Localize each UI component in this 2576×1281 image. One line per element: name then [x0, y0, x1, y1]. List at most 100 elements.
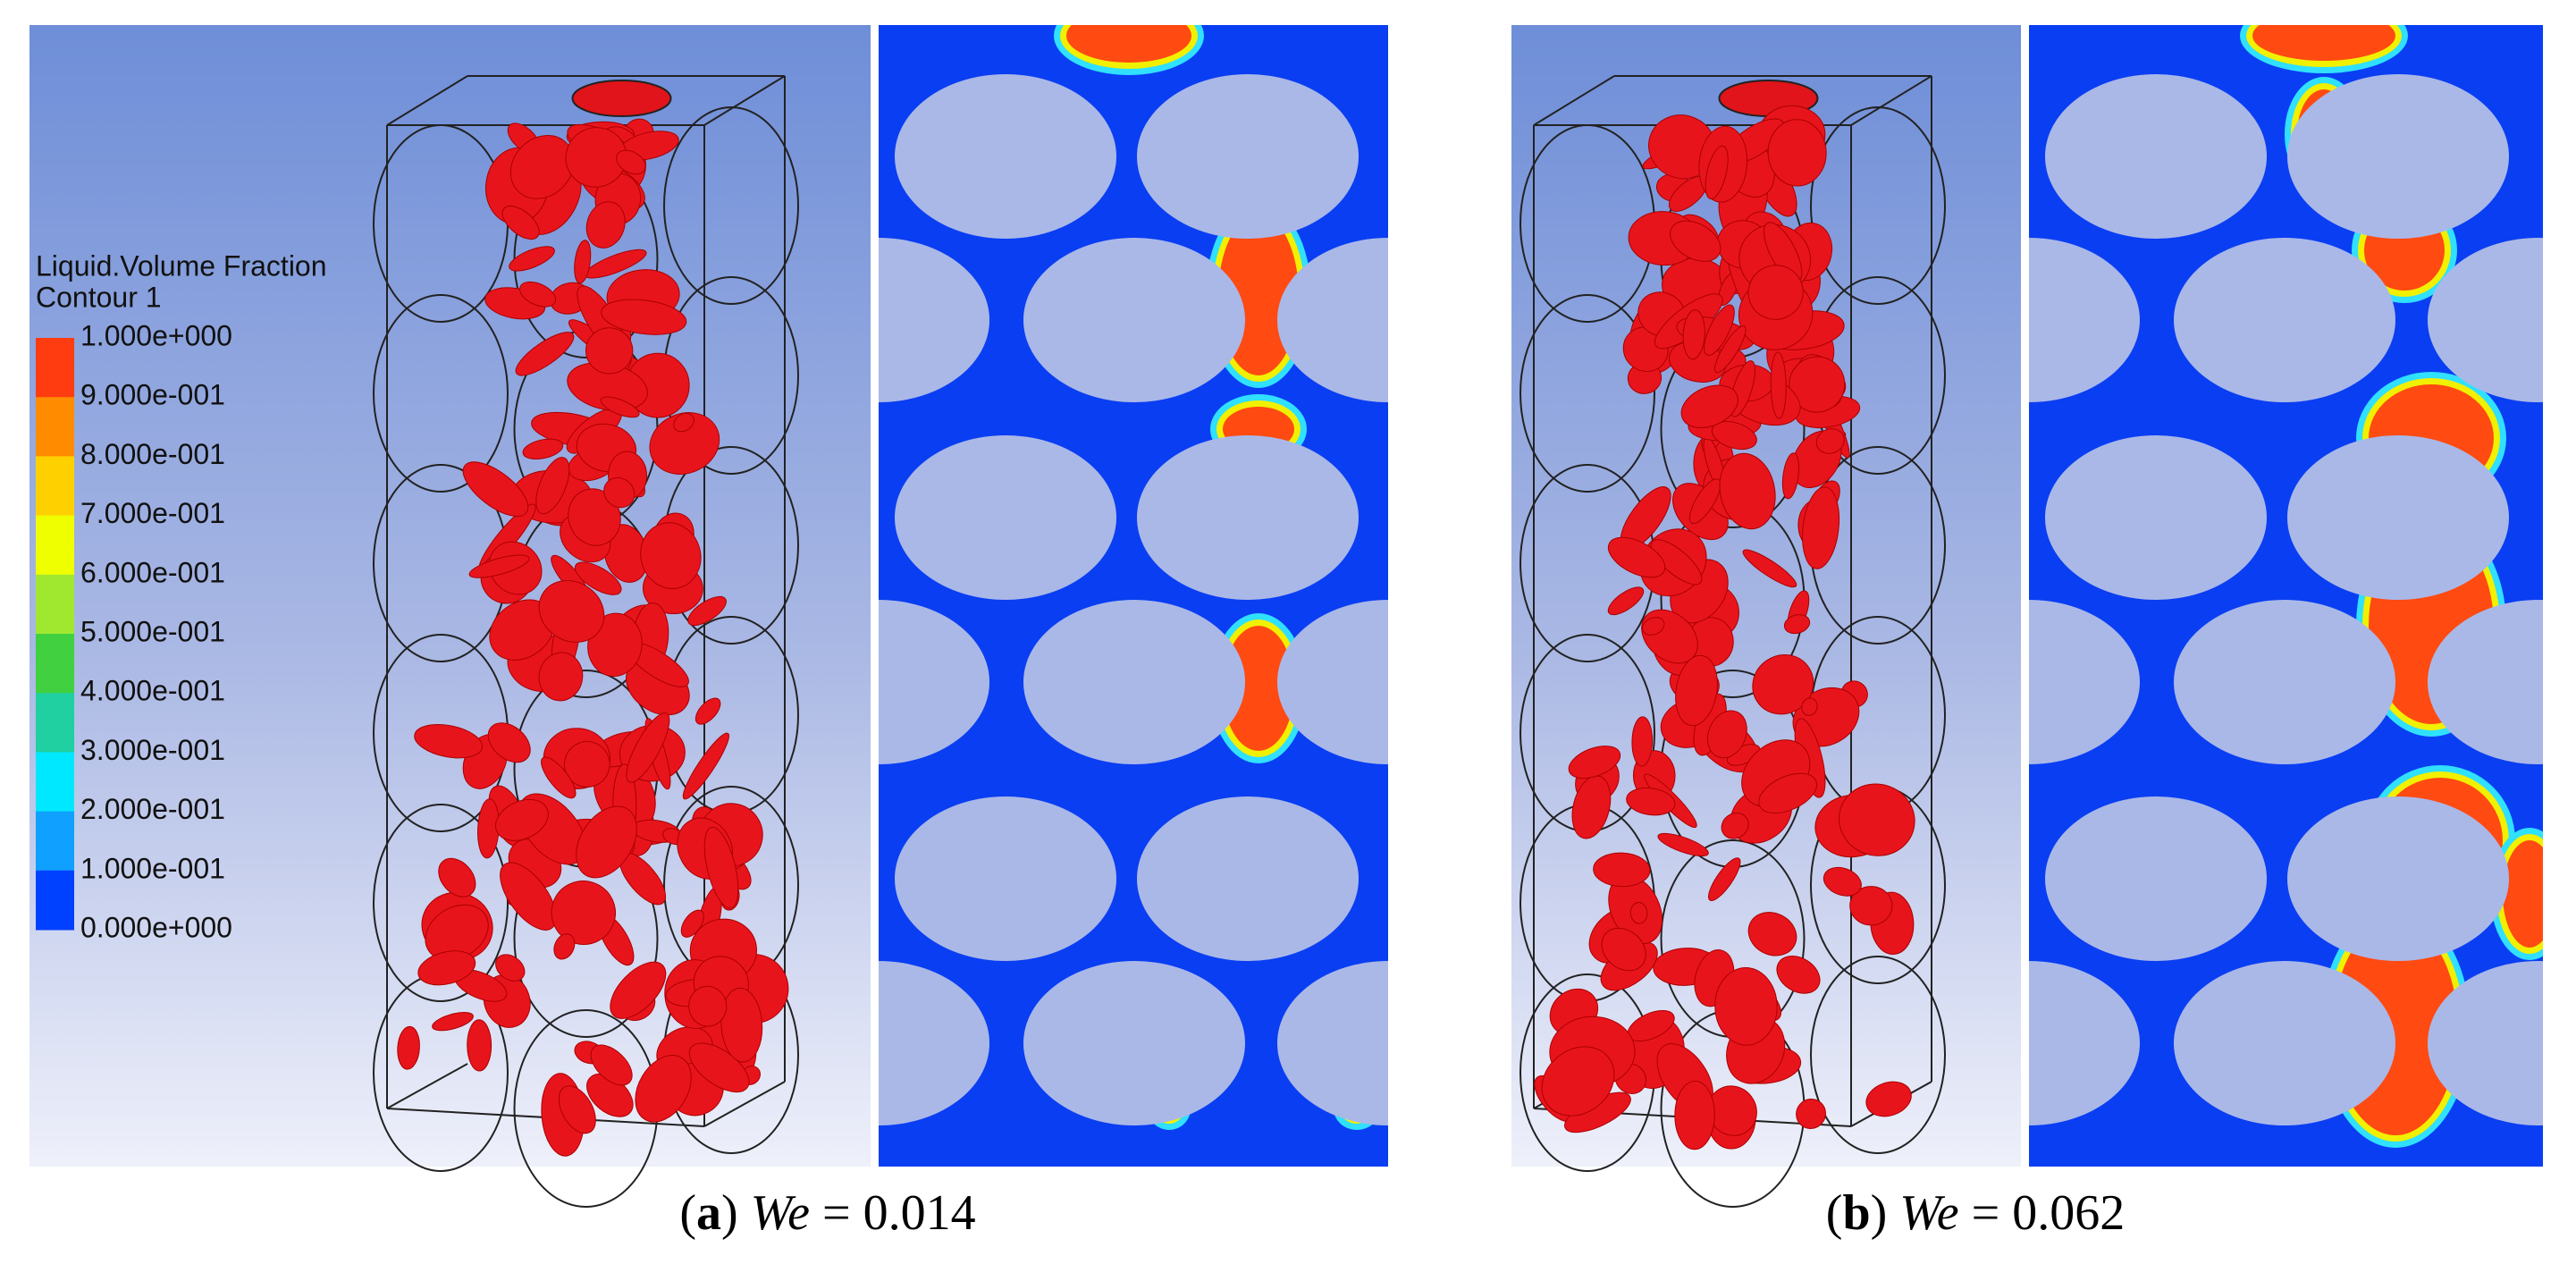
- caption-part: (: [679, 1185, 696, 1241]
- liquid-blob: [1705, 145, 1729, 200]
- wireframe-circle: [1810, 106, 1946, 305]
- liquid-blob: [1607, 586, 1645, 616]
- liquid-blob: [703, 826, 739, 909]
- liquid-blob: [1747, 265, 1804, 320]
- liquid-blob: [538, 652, 584, 702]
- wireframe-circle: [373, 294, 509, 493]
- liquid-blob: [467, 1019, 492, 1072]
- caption-part: ): [721, 1185, 751, 1241]
- caption-part: = 0.062: [1959, 1185, 2126, 1241]
- caption-part: We: [751, 1185, 810, 1241]
- liquid-blob: [626, 712, 670, 783]
- legend-label: 1.000e-001: [80, 852, 225, 884]
- tube: [2045, 435, 2267, 600]
- liquid-blob: [1541, 1046, 1615, 1117]
- liquid-blob: [563, 741, 610, 788]
- liquid-blobs: [1534, 105, 1915, 1150]
- liquid-region: [2503, 840, 2543, 948]
- liquid-blob: [1706, 710, 1747, 759]
- wireframe: [1533, 75, 1615, 126]
- liquid-blob: [1642, 617, 1665, 636]
- liquid-blob: [649, 412, 720, 475]
- liquid-blob: [695, 697, 721, 725]
- liquid-blob: [414, 724, 483, 759]
- liquid-blob: [1796, 1099, 1826, 1129]
- liquid-blob: [673, 412, 695, 433]
- liquid-blob: [1607, 536, 1666, 578]
- liquid-blob: [1680, 384, 1738, 428]
- legend-label: 2.000e-001: [80, 793, 225, 825]
- liquid-blob: [518, 281, 557, 308]
- wireframe-circle: [663, 106, 799, 305]
- contour-panel: [879, 25, 1388, 1167]
- legend-label: 3.000e-001: [80, 734, 225, 766]
- liquid-blob: [535, 457, 570, 515]
- caption-part: = 0.014: [810, 1185, 976, 1241]
- liquid-blob: [1675, 654, 1718, 727]
- caption-part: b: [1842, 1185, 1870, 1241]
- wireframe: [386, 75, 468, 126]
- liquid-blob: [438, 857, 476, 898]
- tube: [879, 961, 989, 1125]
- tube: [2029, 238, 2140, 402]
- tube: [1137, 796, 1359, 961]
- legend-swatch: [36, 752, 74, 813]
- liquid-blob: [1629, 902, 1648, 924]
- legend-subtitle: Contour 1: [36, 281, 162, 313]
- tube: [2029, 600, 2140, 764]
- tube: [1137, 74, 1359, 239]
- liquid-blob: [1601, 927, 1646, 972]
- liquid-blob: [1631, 716, 1654, 767]
- liquid-blob: [688, 985, 728, 1027]
- liquid-blob: [541, 756, 577, 799]
- liquid-blob: [1839, 783, 1915, 856]
- liquid-region: [1223, 626, 1294, 751]
- tube: [1277, 961, 1388, 1125]
- liquid-blob: [397, 1025, 420, 1070]
- liquid-blob: [576, 805, 637, 879]
- liquid-blob: [585, 327, 634, 375]
- tube: [2287, 435, 2509, 600]
- liquid-blob: [1815, 428, 1845, 454]
- liquid-blob: [603, 476, 636, 509]
- tube: [2045, 74, 2267, 239]
- tube: [895, 435, 1116, 600]
- liquid-blob: [682, 732, 729, 800]
- tube: [2287, 74, 2509, 239]
- liquid-blob: [509, 246, 555, 272]
- liquid-blob: [1776, 956, 1821, 994]
- wireframe: [703, 1081, 786, 1127]
- tube: [1277, 600, 1388, 764]
- legend-swatch: [36, 634, 74, 694]
- tube: [2428, 238, 2543, 402]
- liquid-blob: [553, 933, 576, 960]
- liquid-blob: [587, 612, 643, 677]
- liquid-blob: [1626, 787, 1676, 816]
- legend-swatch: [36, 870, 74, 931]
- liquid-blob: [1865, 1081, 1912, 1117]
- caption-part: We: [1899, 1185, 1958, 1241]
- tube: [1023, 600, 1245, 764]
- liquid-blob: [616, 149, 646, 175]
- tube: [1023, 961, 1245, 1125]
- liquid-blob: [610, 961, 667, 1019]
- liquid-blob: [1568, 746, 1621, 780]
- liquid-blob: [687, 595, 727, 627]
- tube: [1277, 238, 1388, 402]
- liquid-blob: [468, 554, 530, 578]
- liquid-blob: [574, 561, 622, 595]
- wireframe: [1850, 75, 1932, 126]
- contour-panel: [2029, 25, 2543, 1167]
- liquid-blob: [1770, 351, 1787, 419]
- liquid-blob: [558, 1085, 596, 1134]
- tube: [895, 796, 1116, 961]
- tube: [2174, 600, 2395, 764]
- caption: (a) We = 0.014: [679, 1185, 975, 1241]
- tube: [2174, 961, 2395, 1125]
- inlet: [571, 80, 672, 117]
- legend-label: 7.000e-001: [80, 497, 225, 529]
- legend-label: 1.000e+000: [80, 319, 232, 351]
- liquid-blob: [720, 987, 763, 1063]
- legend-label: 5.000e-001: [80, 615, 225, 647]
